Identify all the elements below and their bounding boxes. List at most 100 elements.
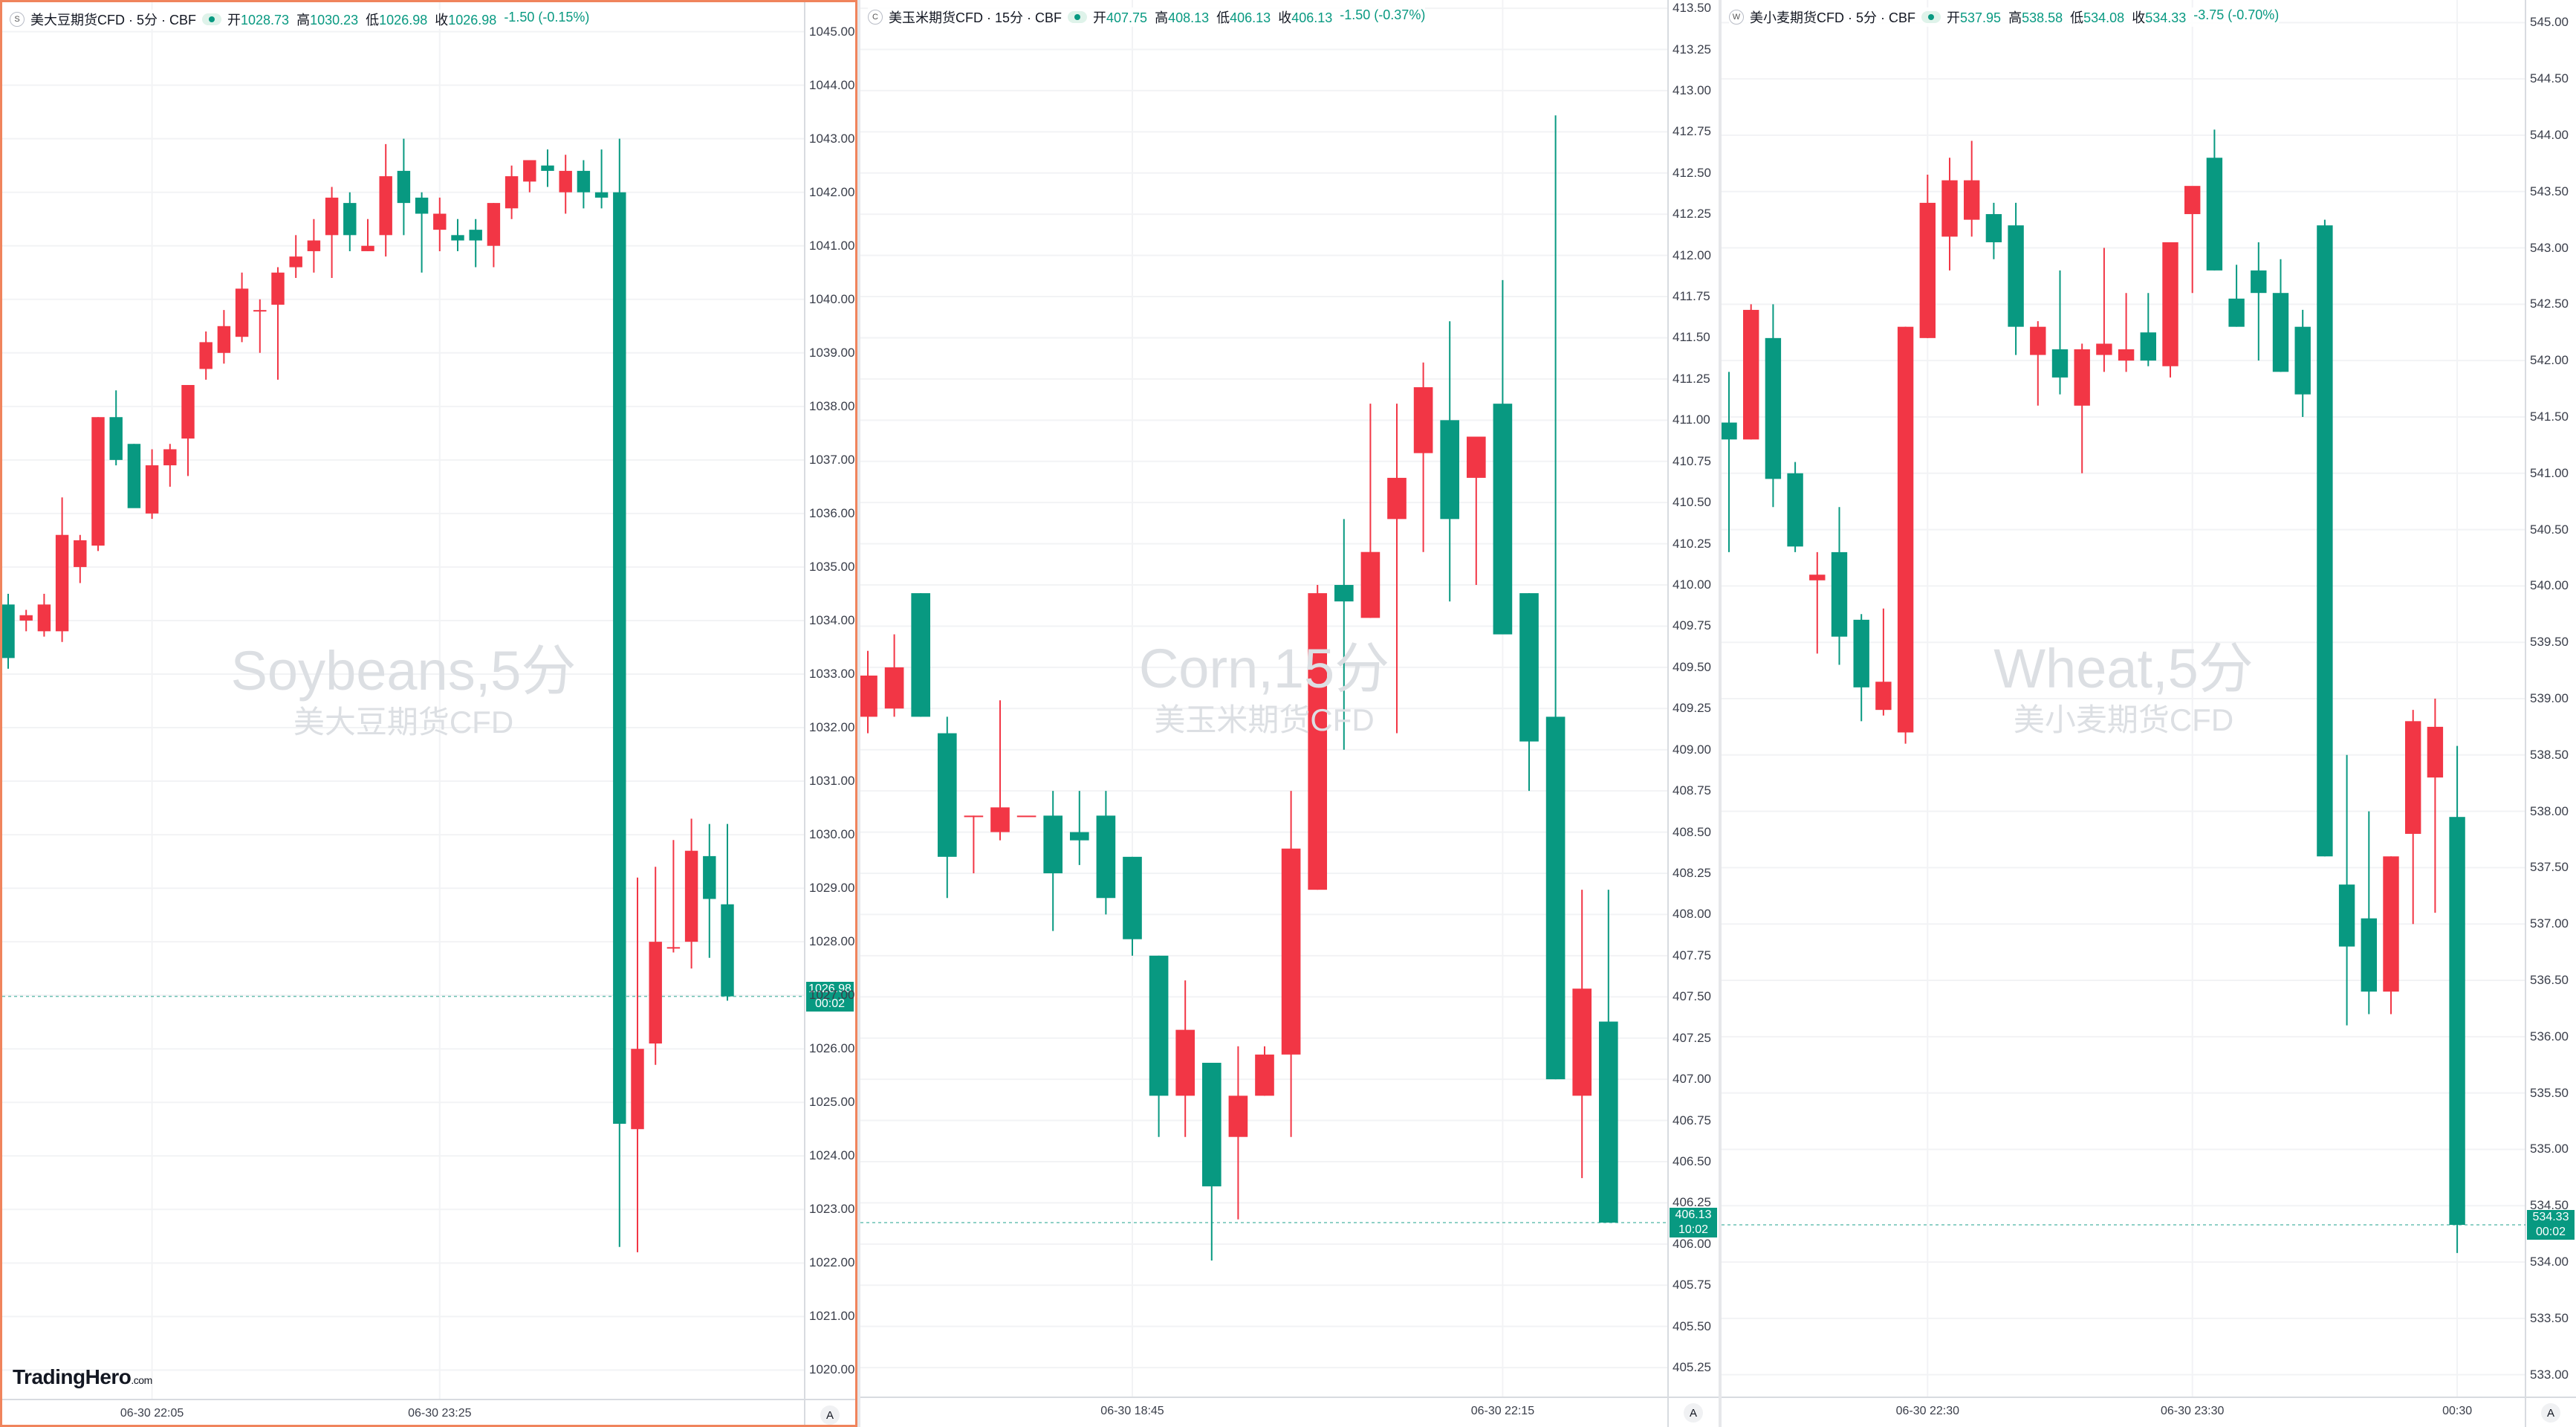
candle-body (2383, 856, 2399, 992)
candle-body (1743, 309, 1759, 440)
candle-body (1466, 436, 1486, 478)
chart-plot-area[interactable] (2, 2, 855, 1427)
candle (1787, 462, 1803, 552)
candle (199, 331, 212, 380)
candle (289, 235, 302, 278)
candle (1853, 614, 1869, 722)
candle (990, 700, 1010, 841)
y-axis-tick-label: 538.00 (2530, 803, 2569, 818)
candle-body (415, 197, 429, 214)
x-axis-tick-label: 06-30 23:30 (2160, 1405, 2225, 1417)
candle (271, 267, 285, 380)
symbol-title[interactable]: 美小麦期货CFD · 5分 · CBF (1750, 10, 1915, 25)
auto-scale-button[interactable]: A (2541, 1403, 2560, 1423)
market-open-indicator (1068, 11, 1088, 23)
watermark-subtitle: 美玉米期货CFD (1154, 702, 1375, 737)
auto-scale-button[interactable]: A (1684, 1403, 1703, 1423)
chart-pane-wheat[interactable]: W 美小麦期货CFD · 5分 · CBF 开537.95 高538.58 低5… (1722, 0, 2576, 1427)
candle (2251, 242, 2267, 361)
symbol-badge[interactable]: C (868, 10, 883, 25)
candle (884, 634, 904, 717)
y-axis-tick-label: 542.50 (2530, 297, 2569, 311)
y-axis-tick-label: 1026.00 (809, 1041, 855, 1056)
candle (1466, 436, 1486, 586)
candle-body (343, 203, 357, 236)
watermark-subtitle: 美小麦期货CFD (2013, 702, 2234, 737)
candle-body (1572, 988, 1592, 1096)
symbol-badge[interactable]: W (1729, 10, 1744, 25)
chart-legend: S 美大豆期货CFD · 5分 · CBF 开1028.73 高1030.23 … (10, 10, 590, 29)
candle (1743, 304, 1759, 440)
y-axis-tick-label: 535.00 (2530, 1142, 2569, 1156)
candle-body (703, 855, 716, 899)
candle-body (1149, 955, 1169, 1096)
candle-body (487, 203, 501, 246)
close-value: 收1026.98 (435, 13, 497, 27)
candle (559, 155, 572, 214)
candle (253, 299, 267, 353)
ohlc-values: 开407.75 高408.13 低406.13 收406.13 -1.50 (-… (1093, 7, 1425, 27)
y-axis-tick-label: 409.25 (1673, 701, 1711, 716)
symbol-title[interactable]: 美大豆期货CFD · 5分 · CBF (30, 13, 196, 27)
candle (2427, 699, 2444, 913)
y-axis-tick-label: 534.00 (2530, 1255, 2569, 1269)
symbol-badge[interactable]: S (10, 12, 25, 27)
candle (505, 165, 519, 219)
candle-body (2162, 242, 2178, 366)
candle (649, 867, 662, 1065)
chart-legend: W 美小麦期货CFD · 5分 · CBF 开537.95 高538.58 低5… (1729, 7, 2280, 27)
candle-body (2008, 225, 2024, 327)
candle-body (1964, 180, 1980, 220)
candle-body (361, 245, 374, 251)
y-axis-tick-label: 539.00 (2530, 691, 2569, 705)
auto-scale-button[interactable]: A (820, 1405, 840, 1425)
candle-body (1897, 326, 1914, 733)
y-axis-tick-label: 411.00 (1673, 412, 1710, 427)
last-price-label: 406.13 10:02 (1670, 1208, 1717, 1237)
bar-countdown: 10:02 (1678, 1223, 1709, 1236)
candle-body (37, 604, 51, 632)
candle-body (1281, 848, 1301, 1055)
candle (1308, 585, 1328, 890)
y-axis-tick-label: 411.25 (1673, 371, 1710, 386)
candle-body (2427, 726, 2444, 778)
candle-body (2338, 884, 2355, 947)
candle (1941, 158, 1958, 271)
watermark-subtitle: 美大豆期货CFD (293, 705, 514, 740)
candle (594, 149, 609, 209)
candle-body (253, 310, 267, 312)
chart-plot-area[interactable] (1722, 0, 2576, 1427)
candle-body (884, 667, 904, 709)
x-axis-tick-label: 06-30 22:30 (1895, 1405, 1959, 1417)
candle (1069, 791, 1089, 865)
y-axis-tick-label: 408.25 (1673, 866, 1711, 880)
candle (1123, 856, 1142, 956)
symbol-watermark: Wheat,5分 美小麦期货CFD (1993, 639, 2254, 739)
y-axis-tick-label: 533.00 (2530, 1367, 2569, 1382)
y-axis-tick-label: 536.00 (2530, 1029, 2569, 1043)
candle-body (397, 170, 411, 204)
chart-pane-corn[interactable]: C 美玉米期货CFD · 15分 · CBF 开407.75 高408.13 低… (860, 0, 1719, 1427)
candle-body (1440, 420, 1460, 520)
candle-body (1787, 473, 1803, 547)
bar-countdown: 00:02 (814, 997, 846, 1010)
candle (937, 716, 957, 899)
candle (2383, 856, 2399, 1015)
y-axis-tick-label: 545.00 (2530, 15, 2569, 30)
candle (2, 593, 15, 669)
candle (666, 840, 681, 953)
brand-name: TradingHero (13, 1365, 132, 1388)
candle (1572, 890, 1592, 1179)
candle-body (2405, 721, 2421, 834)
candle-body (2228, 298, 2245, 327)
candle-body (523, 160, 536, 182)
y-axis-tick-label: 405.25 (1673, 1360, 1711, 1375)
symbol-title[interactable]: 美玉米期货CFD · 15分 · CBF (889, 10, 1062, 25)
chart-pane-soybeans[interactable]: S 美大豆期货CFD · 5分 · CBF 开1028.73 高1030.23 … (0, 0, 857, 1427)
y-axis-tick-label: 413.25 (1673, 42, 1711, 56)
candle (307, 219, 321, 273)
candle (109, 390, 123, 466)
last-price-label: 1026.98 00:02 (806, 981, 854, 1012)
y-axis-tick-label: 1036.00 (809, 505, 855, 520)
candle (1598, 890, 1618, 1223)
